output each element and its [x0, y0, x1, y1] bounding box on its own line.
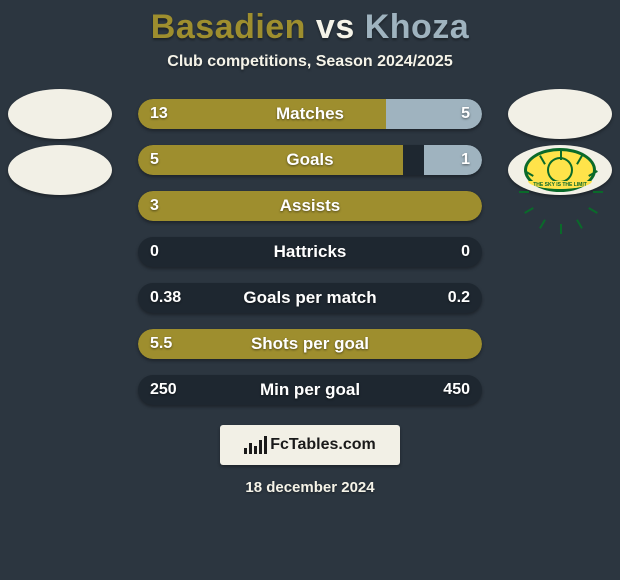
stat-value-right: 0 — [461, 237, 470, 267]
stat-value-left: 0 — [150, 237, 159, 267]
sundowns-logo: THE SKY IS THE LIMIT — [524, 148, 596, 192]
stat-value-left: 13 — [150, 99, 168, 129]
stat-value-left: 250 — [150, 375, 177, 405]
stat-label: Goals per match — [138, 283, 482, 313]
stat-row: Assists3 — [138, 191, 482, 221]
stat-label: Min per goal — [138, 375, 482, 405]
stat-label: Hattricks — [138, 237, 482, 267]
stat-value-left: 5 — [150, 145, 159, 175]
stat-value-right: 1 — [461, 145, 470, 175]
stat-row: Goals5 1 — [138, 145, 482, 175]
vs-word: vs — [316, 8, 355, 46]
chart-stage: THE SKY IS THE LIMIT Matches135Goals51As… — [0, 99, 620, 405]
stat-row: Goals per match0.38 0.2 — [138, 283, 482, 313]
date-text: 18 december 2024 — [0, 479, 620, 496]
stat-row: Min per goal250 450 — [138, 375, 482, 405]
player-right-badge — [508, 89, 612, 139]
stat-value-left: 3 — [150, 191, 159, 221]
stat-label: Matches — [138, 99, 482, 129]
club-right-badge: THE SKY IS THE LIMIT — [508, 145, 612, 195]
stat-bars: Matches135Goals51Assists3Hattricks00Goal… — [138, 99, 482, 405]
player-right-name: Khoza — [365, 8, 470, 46]
fctables-logo: FcTables.com — [220, 425, 400, 465]
fctables-text: FcTables.com — [270, 436, 376, 454]
stat-value-left: 5.5 — [150, 329, 172, 359]
stat-value-right: 0.2 — [448, 283, 470, 313]
stat-row: Shots per goal5.5 — [138, 329, 482, 359]
comparison-title: Basadien vs Khoza — [0, 0, 620, 47]
stat-value-right: 450 — [443, 375, 470, 405]
player-left-name: Basadien — [151, 8, 306, 46]
stat-row: Hattricks0 0 — [138, 237, 482, 267]
stat-row: Matches13 5 — [138, 99, 482, 129]
club-left-badge — [8, 145, 112, 195]
subtitle: Club competitions, Season 2024/2025 — [0, 53, 620, 71]
bar-chart-icon — [244, 436, 266, 454]
stat-value-left: 0.38 — [150, 283, 181, 313]
stat-label: Assists — [138, 191, 482, 221]
player-left-badge — [8, 89, 112, 139]
stat-label: Goals — [138, 145, 482, 175]
stat-label: Shots per goal — [138, 329, 482, 359]
stat-value-right: 5 — [461, 99, 470, 129]
club-motto: THE SKY IS THE LIMIT — [528, 181, 592, 189]
